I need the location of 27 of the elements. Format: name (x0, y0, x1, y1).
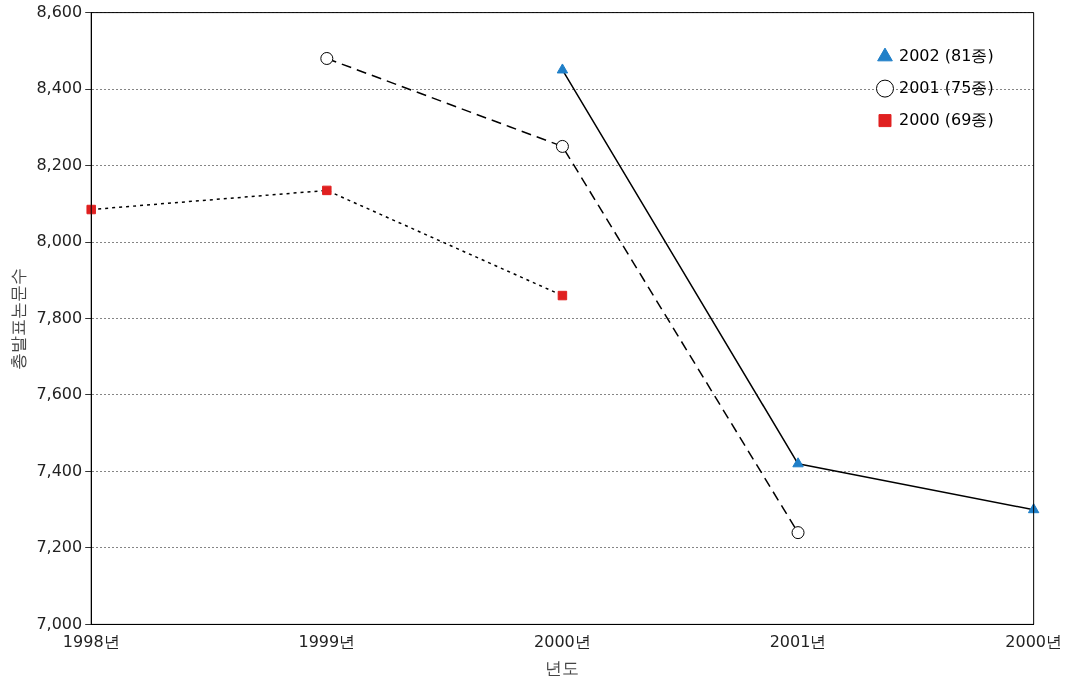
y-tick-label: 7,400 (36, 460, 83, 480)
point (791, 526, 805, 540)
x-tick-label: 1999년 (298, 632, 356, 652)
y-tick-label: 7,200 (36, 537, 83, 557)
point (792, 457, 804, 468)
y-axis-title: 총발표논문수 (7, 267, 28, 370)
y-tick-label: 8,600 (36, 1, 83, 21)
x-tick-label: 2000년 (534, 632, 591, 652)
y-tick-label: 7,800 (36, 307, 83, 327)
y-tick-label: 8,400 (36, 78, 83, 98)
point (322, 185, 332, 196)
point (320, 51, 334, 65)
y-tick-label: 7,600 (36, 384, 83, 404)
point (555, 139, 569, 153)
y-tick-label: 8,000 (36, 231, 83, 251)
y-tick-label: 7,000 (36, 613, 83, 633)
legend-label: 2002 (81종) (898, 45, 994, 65)
legend-label: 2000 (69종) (898, 109, 994, 129)
point (557, 290, 568, 301)
point (556, 63, 569, 74)
y-tick-label: 8,200 (36, 154, 83, 174)
x-tick-label: 2000년 (1005, 632, 1062, 652)
x-tick-label: 1998년 (62, 632, 120, 652)
legend-label: 2001 (75종) (898, 77, 994, 97)
x-tick-label: 2001년 (769, 632, 827, 652)
point (86, 204, 96, 215)
x-axis-title: 년도 (545, 658, 580, 679)
